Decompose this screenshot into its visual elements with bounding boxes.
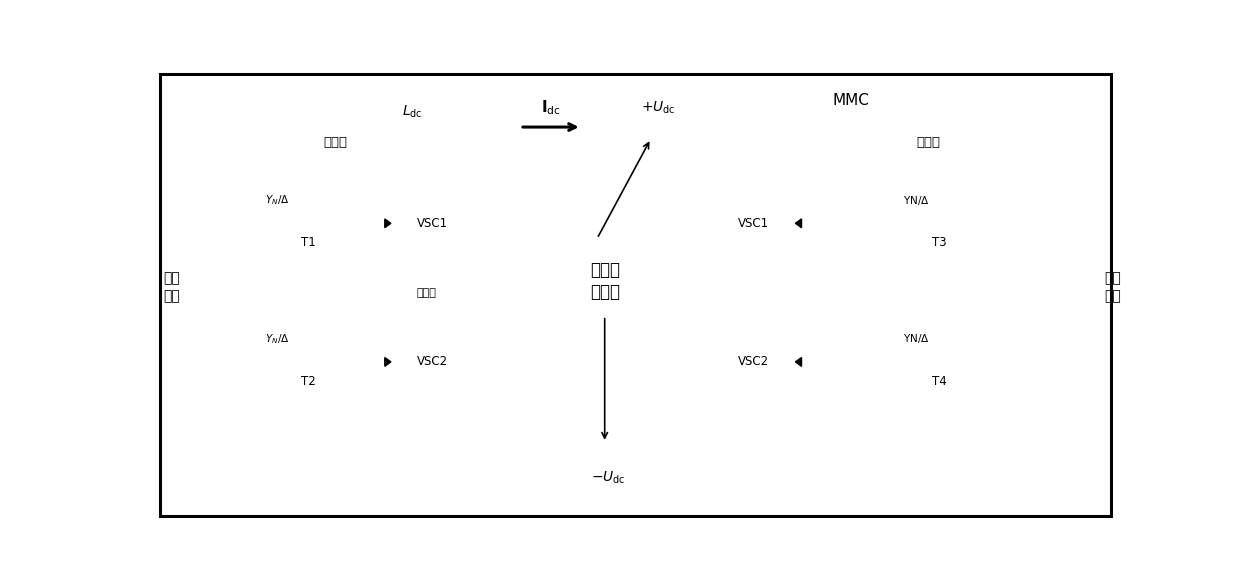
Bar <box>356 187 414 260</box>
Text: T3: T3 <box>932 236 947 249</box>
Text: 交流
系统: 交流 系统 <box>1105 272 1121 303</box>
Text: T1: T1 <box>301 236 316 249</box>
Text: $Y_N/\Delta$: $Y_N/\Delta$ <box>265 332 290 346</box>
Text: VSC2: VSC2 <box>417 356 448 369</box>
Text: YN/$\Delta$: YN/$\Delta$ <box>903 332 930 345</box>
Text: 换流变: 换流变 <box>916 136 940 149</box>
Bar <box>773 325 830 398</box>
Polygon shape <box>384 357 391 366</box>
Text: 接地极: 接地极 <box>417 287 436 298</box>
Text: $+U_{\mathrm{dc}}$: $+U_{\mathrm{dc}}$ <box>641 100 676 116</box>
Text: 交流
系统: 交流 系统 <box>164 272 180 303</box>
Polygon shape <box>795 219 801 228</box>
Text: YN/$\Delta$: YN/$\Delta$ <box>903 194 930 207</box>
Text: $L_\mathrm{dc}$: $L_\mathrm{dc}$ <box>402 103 423 120</box>
Text: VSC1: VSC1 <box>738 217 769 230</box>
Text: 换流变: 换流变 <box>324 136 347 149</box>
Text: T2: T2 <box>301 375 316 388</box>
Text: $-U_{\mathrm{dc}}$: $-U_{\mathrm{dc}}$ <box>591 469 626 486</box>
Bar <box>773 187 830 260</box>
Text: 直流输
电线路: 直流输 电线路 <box>590 261 620 301</box>
Text: $Y_N/\Delta$: $Y_N/\Delta$ <box>265 193 290 207</box>
Text: MMC: MMC <box>833 93 869 107</box>
Text: VSC2: VSC2 <box>738 356 769 369</box>
Polygon shape <box>795 357 801 366</box>
Text: VSC1: VSC1 <box>417 217 448 230</box>
Bar <box>356 325 414 398</box>
Text: T4: T4 <box>932 375 947 388</box>
Polygon shape <box>384 219 391 228</box>
Text: $\mathbf{I}_{\mathrm{dc}}$: $\mathbf{I}_{\mathrm{dc}}$ <box>541 99 560 117</box>
